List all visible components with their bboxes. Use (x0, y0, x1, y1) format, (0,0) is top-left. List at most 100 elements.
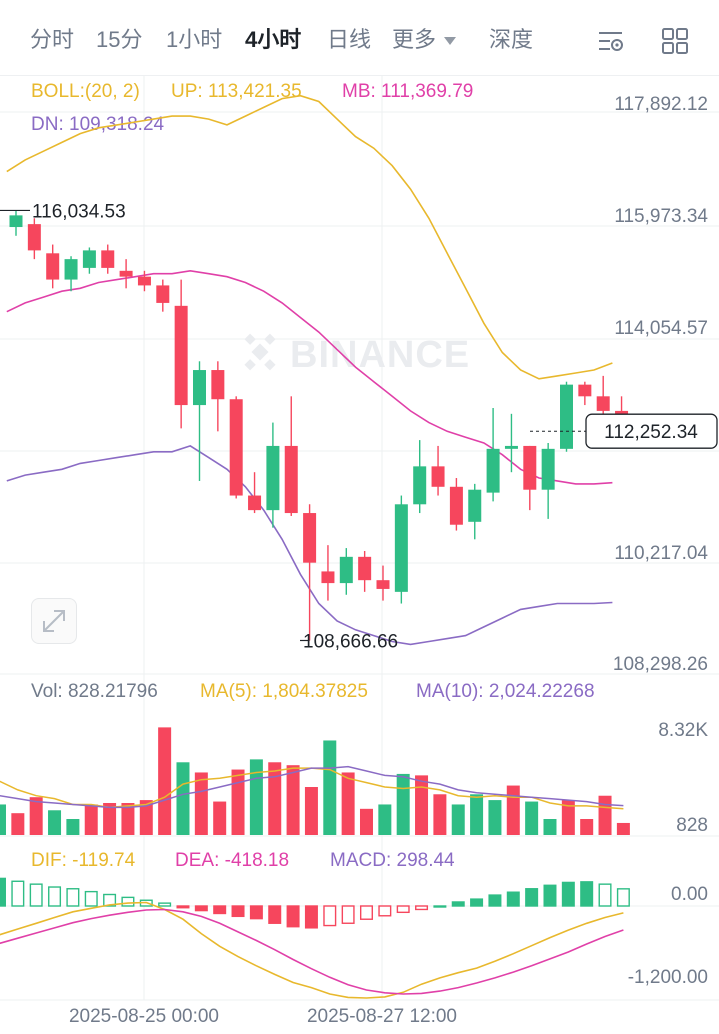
macd-histogram-bar (158, 902, 172, 907)
candle-body (560, 384, 573, 449)
tab-more-label: 更多 (392, 27, 437, 52)
candle-body (64, 259, 78, 280)
candle-body (449, 486, 463, 525)
volume-bar (525, 801, 539, 835)
macd-histogram-bar (341, 905, 355, 924)
volume-bar (213, 801, 227, 835)
macd-axis: 0.00 -1,200.00 (628, 884, 708, 988)
price-tick-label: 117,892.12 (614, 94, 708, 115)
macd-histogram-bar (561, 881, 575, 907)
macd-histogram-bar (84, 890, 98, 907)
candle-body (137, 276, 151, 286)
volume-tick-label: 828 (676, 815, 708, 836)
tab-1h[interactable]: 1小时 (166, 27, 223, 52)
candle-body (339, 556, 353, 584)
candle-body (504, 445, 518, 449)
low-price-marker: 108,666.66 (300, 631, 398, 652)
macd-histogram-bar (103, 893, 117, 907)
volume-bar (359, 808, 373, 835)
volume-bar (0, 804, 6, 835)
layout-grid-icon[interactable] (660, 26, 690, 56)
volume-bar (121, 803, 135, 835)
boll-middle-band (6, 269, 613, 485)
vol-ma10-value: MA(10): 2,024.22268 (416, 681, 595, 702)
macd-histogram-bar (470, 898, 484, 907)
candle-body (46, 253, 60, 280)
volume-bar (580, 819, 594, 835)
candle-body (211, 370, 225, 400)
price-pane (6, 94, 629, 646)
volume-bar (48, 810, 62, 835)
candle-body (266, 445, 280, 511)
volume-bar (616, 822, 630, 835)
boll-legend: BOLL:(20, 2) UP: 113,421.35 MB: 111,369.… (31, 81, 473, 135)
high-price-label: 116,034.53 (32, 201, 126, 222)
price-axis: 117,892.12 115,973.34 114,054.57 110,217… (613, 94, 709, 675)
indicator-settings-icon[interactable] (596, 26, 626, 56)
expand-icon (43, 610, 65, 632)
time-tick-label: 2025-08-25 00:00 (69, 1006, 219, 1027)
volume-bar (433, 794, 447, 835)
macd-histogram-bar (396, 905, 410, 914)
macd-histogram-bar (415, 905, 429, 911)
candle-body (119, 270, 133, 277)
tab-depth[interactable]: 深度 (489, 27, 534, 52)
boll-up-value: UP: 113,421.35 (171, 81, 302, 102)
time-tick-label: 2025-08-27 12:00 (307, 1006, 457, 1027)
macd-tick-label: -1,200.00 (628, 967, 708, 988)
macd-histogram-bar (543, 884, 557, 907)
candle-body (486, 448, 500, 493)
volume-pane (0, 727, 630, 835)
volume-bar (194, 772, 208, 835)
tab-1d[interactable]: 日线 (327, 27, 372, 52)
current-price-label: 112,252.34 (604, 422, 698, 443)
macd-pane (0, 877, 630, 999)
macd-histogram-bar (194, 905, 208, 912)
macd-histogram-bar (231, 905, 245, 918)
candle-body (174, 305, 188, 406)
macd-histogram-bar (506, 891, 520, 907)
low-price-label: 108,666.66 (303, 631, 398, 652)
current-price-marker[interactable]: 112,252.34 (530, 413, 718, 449)
macd-histogram-bar (66, 888, 80, 907)
macd-histogram-bar (268, 905, 282, 924)
macd-histogram-bar (29, 883, 43, 907)
candle-body (248, 495, 262, 511)
candle-body (523, 445, 537, 490)
volume-bar (139, 800, 153, 835)
boll-mb-value: MB: 111,369.79 (342, 81, 473, 102)
candle-body (413, 466, 427, 505)
macd-histogram-bar (176, 905, 190, 909)
volume-bar (396, 773, 410, 835)
macd-histogram-bar (286, 905, 300, 928)
volume-tick-label: 8.32K (658, 720, 708, 741)
tab-timeline[interactable]: 分时 (30, 27, 75, 52)
vol-value: Vol: 828.21796 (31, 681, 158, 702)
price-tick-label: 114,054.57 (614, 318, 708, 339)
volume-bar (470, 794, 484, 835)
candle-body (321, 571, 335, 584)
volume-bar (29, 797, 43, 835)
macd-histogram-bar (249, 905, 263, 920)
high-price-marker: 116,034.53 (0, 201, 126, 222)
volume-bar (378, 804, 392, 835)
tab-4h[interactable]: 4小时 (245, 27, 302, 52)
volume-bar (66, 819, 80, 835)
macd-histogram-bar (0, 877, 6, 907)
candle-body (82, 250, 96, 268)
volume-bar (304, 787, 318, 835)
tab-15m[interactable]: 15分 (96, 27, 143, 52)
volume-bar (249, 759, 263, 835)
boll-upper-band (6, 94, 613, 380)
macd-histogram-bar (213, 905, 227, 915)
tab-more[interactable]: 更多 (392, 26, 457, 54)
macd-histogram-bar (598, 883, 612, 907)
fullscreen-button[interactable] (31, 598, 77, 644)
macd-histogram-bar (525, 888, 539, 907)
boll-params: BOLL:(20, 2) (31, 81, 140, 102)
macd-histogram-bar (488, 894, 502, 907)
candle-body (596, 396, 610, 411)
volume-ma10-line (0, 765, 624, 809)
candle-body (101, 250, 115, 268)
